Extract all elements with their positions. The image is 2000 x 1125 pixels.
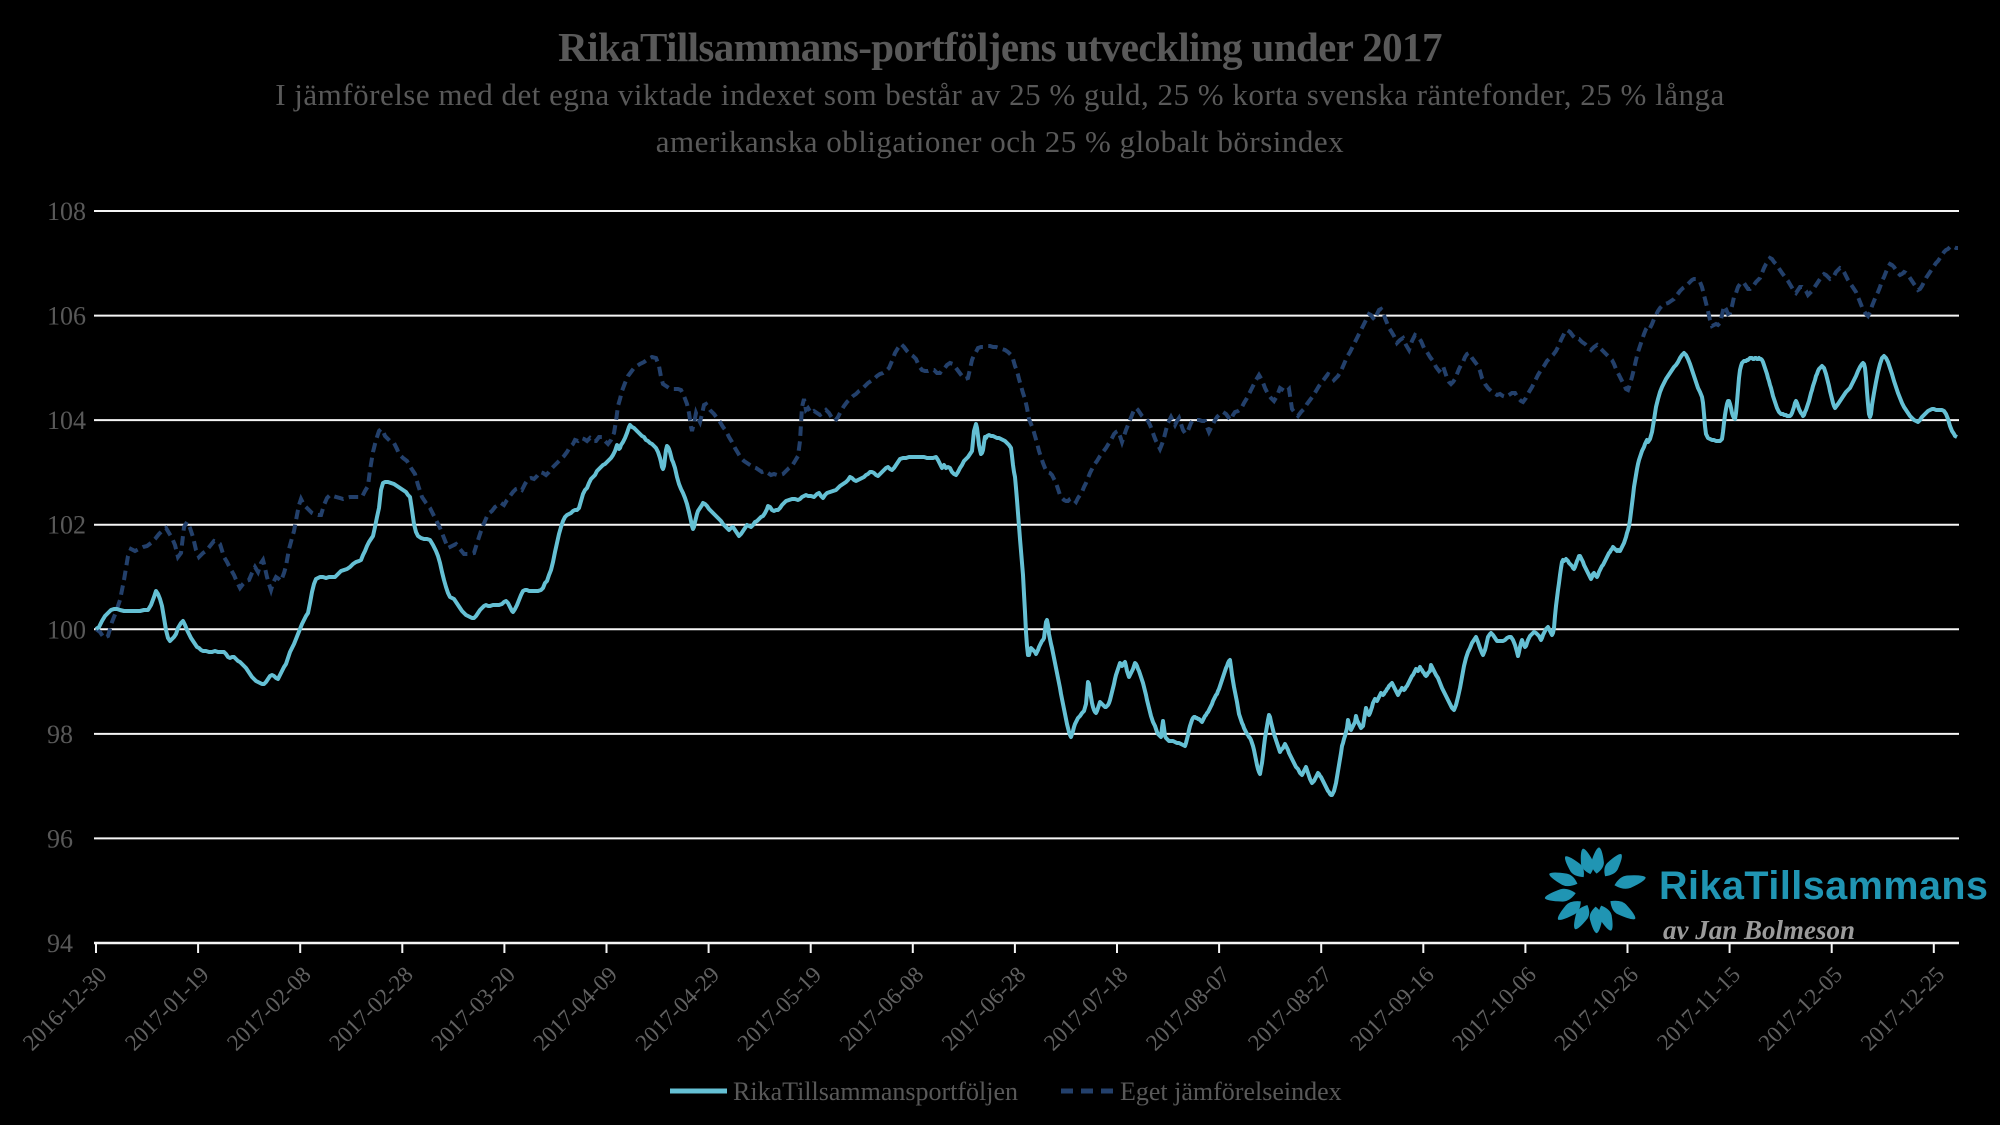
svg-text:96: 96	[47, 824, 73, 853]
svg-text:av Jan Bolmeson: av Jan Bolmeson	[1663, 915, 1855, 945]
svg-text:RikaTillsammansportföljen: RikaTillsammansportföljen	[733, 1077, 1018, 1106]
svg-text:102: 102	[47, 511, 86, 540]
svg-text:RikaTillsammans: RikaTillsammans	[1659, 864, 1989, 908]
svg-text:100: 100	[47, 615, 86, 644]
svg-text:amerikanska obligationer och 2: amerikanska obligationer och 25 % global…	[656, 124, 1344, 159]
svg-text:94: 94	[47, 929, 73, 958]
svg-text:98: 98	[47, 720, 73, 749]
svg-text:Eget jämförelseindex: Eget jämförelseindex	[1120, 1077, 1342, 1106]
svg-text:106: 106	[47, 302, 86, 331]
svg-text:108: 108	[47, 197, 86, 226]
svg-text:104: 104	[47, 406, 86, 435]
svg-text:I jämförelse med det egna vikt: I jämförelse med det egna viktade indexe…	[275, 77, 1725, 112]
svg-text:RikaTillsammans-portföljens ut: RikaTillsammans-portföljens utveckling u…	[558, 24, 1442, 70]
